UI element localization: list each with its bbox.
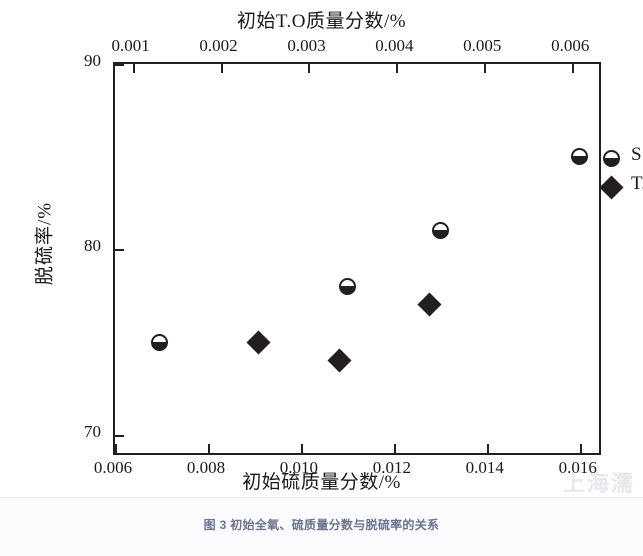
legend-label: T.O [631,173,643,194]
data-point-s [431,222,449,240]
top-axis-tick [132,64,135,73]
bottom-axis-tick-label: 0.008 [186,458,226,477]
bottom-axis-tick-label: 0.006 [93,458,133,477]
data-point-s [571,148,589,166]
half-circle-marker-icon [602,149,620,167]
watermark: 上海濡 [562,471,635,496]
bottom-axis-tick-label: 0.016 [558,458,597,477]
top-axis-tick [396,64,399,73]
bottom-axis-tick [207,444,210,453]
plot-area: S T.O [113,62,643,455]
y-axis-tick-label: 90 [84,51,101,70]
diamond-marker-icon [598,174,624,200]
top-axis-title: 初始T.O质量分数/% [236,11,407,32]
bottom-axis-tick [300,444,303,453]
bottom-axis-tick [115,444,117,453]
bottom-axis-title: 初始硫质量分数/% [242,472,401,493]
top-axis-tick-label: 0.005 [463,36,502,55]
top-axis-tick-label: 0.004 [375,36,414,55]
top-axis-tick-label: 0.003 [287,36,326,55]
y-axis-tick-label: 70 [84,421,101,441]
bottom-axis-tick-label: 0.010 [279,458,319,477]
y-axis-tick-label: 80 [84,236,101,256]
top-axis-tick-label: 0.002 [199,36,238,55]
top-axis-tick [220,64,223,73]
figure-caption: 图 3 初始全氧、硫质量分数与脱硫率的关系 [203,518,440,532]
data-point-s [150,333,168,351]
data-point-to [246,330,271,355]
y-axis-title: 脱硫率/% [34,201,56,286]
data-point-to [417,292,442,318]
data-point-s [338,277,356,295]
bottom-axis-tick [579,444,582,453]
top-axis-tick [308,64,311,73]
bottom-axis-tick-label: 0.014 [465,458,504,477]
bottom-axis-tick [393,444,396,453]
caption-band: 图 3 初始全氧、硫质量分数与脱硫率的关系 [0,497,643,556]
y-axis-tick [115,434,124,437]
legend-label: S [631,144,642,165]
bottom-axis-tick-label: 0.012 [372,458,411,477]
top-axis-tick [572,64,575,73]
bottom-axis-tick [486,444,489,453]
data-point-to [327,348,352,373]
top-axis-tick-label: 0.001 [111,36,150,55]
y-axis-tick [115,249,124,252]
y-axis-tick [115,64,124,66]
top-axis-tick-label: 0.006 [551,36,590,55]
figure-panel: 初始T.O质量分数/% 脱硫率/% 初始硫质量分数/% S T.O 0.001 0.… [34,11,643,496]
top-axis-tick [484,64,487,73]
